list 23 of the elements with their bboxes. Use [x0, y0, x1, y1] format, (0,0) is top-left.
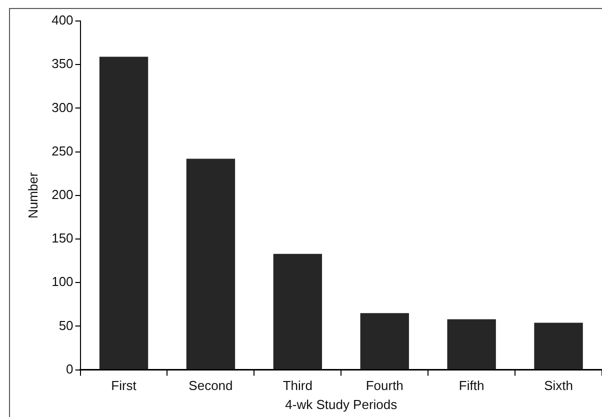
y-tick-label: 250 — [52, 143, 74, 158]
x-tick-label: Fourth — [366, 378, 404, 394]
y-tick-label: 0 — [66, 361, 74, 376]
x-tick-label: Third — [282, 378, 312, 394]
bar — [360, 313, 409, 370]
y-tick-label: 350 — [52, 56, 74, 72]
y-axis-title: Number — [25, 172, 40, 219]
bar — [99, 56, 148, 370]
y-tick-label: 200 — [52, 186, 74, 202]
x-tick-label: Sixth — [544, 378, 573, 394]
bar — [273, 254, 322, 370]
bar — [186, 158, 236, 370]
x-axis-title: 4-wk Study Periods — [285, 396, 398, 412]
x-tick-label: Second — [188, 378, 233, 394]
x-tick-label: Fifth — [458, 378, 484, 394]
y-tick-label: 50 — [58, 318, 74, 333]
y-tick-label: 100 — [52, 274, 74, 290]
x-tick-label: First — [111, 378, 137, 394]
bar — [447, 319, 496, 370]
y-tick-label: 150 — [52, 230, 74, 246]
y-tick-label: 300 — [52, 100, 74, 115]
bar — [534, 322, 583, 370]
y-tick-label: 400 — [52, 12, 74, 28]
